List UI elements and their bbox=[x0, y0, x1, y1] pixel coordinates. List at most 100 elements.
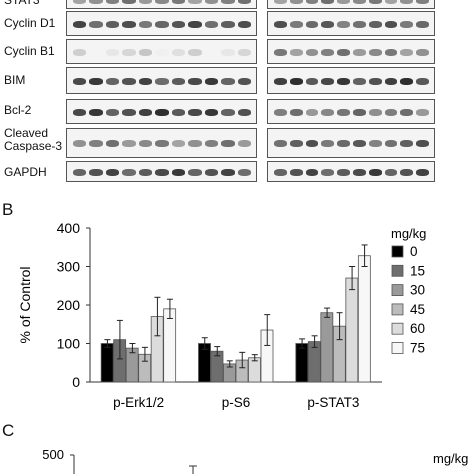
blot-band bbox=[400, 77, 414, 85]
y-tick-label: 0 bbox=[72, 374, 80, 390]
blot-band bbox=[305, 108, 319, 116]
blot-strip bbox=[66, 39, 257, 64]
blot-band bbox=[337, 168, 350, 176]
blot-band bbox=[171, 0, 186, 4]
blot-band bbox=[122, 20, 136, 28]
blot-band bbox=[221, 168, 235, 176]
blot-band bbox=[337, 0, 350, 4]
blot-band bbox=[237, 140, 251, 147]
blot-band bbox=[155, 108, 169, 116]
blot-band bbox=[274, 108, 287, 116]
blot-band bbox=[274, 20, 287, 28]
y-tick-label: 200 bbox=[57, 297, 81, 313]
blot-band bbox=[188, 77, 202, 85]
blot-band bbox=[171, 108, 186, 116]
blot-band bbox=[171, 168, 186, 176]
blot-band bbox=[305, 77, 319, 85]
blot-band bbox=[89, 168, 103, 176]
blot-band bbox=[384, 140, 398, 147]
bar bbox=[345, 277, 359, 383]
blot-band bbox=[321, 168, 335, 176]
y-tick-label: 300 bbox=[57, 259, 81, 275]
blot-band bbox=[105, 48, 120, 56]
legend-swatch bbox=[391, 264, 404, 277]
blot-band bbox=[274, 168, 287, 176]
blot-band bbox=[289, 77, 303, 85]
blot-band bbox=[400, 0, 414, 4]
blot-band bbox=[289, 140, 303, 147]
blot-band bbox=[138, 168, 153, 176]
blot-band bbox=[155, 168, 169, 176]
blot-band bbox=[221, 108, 235, 116]
blot-band bbox=[416, 0, 429, 4]
blot-band bbox=[237, 0, 251, 4]
blot-band bbox=[237, 108, 251, 116]
blot-band bbox=[237, 20, 251, 28]
blot-band bbox=[368, 20, 382, 28]
panel-b-letter: B bbox=[2, 200, 14, 219]
blot-band bbox=[416, 48, 429, 56]
blot-band bbox=[73, 20, 87, 28]
blot-band bbox=[204, 108, 219, 116]
blot-band bbox=[274, 48, 287, 56]
blot-band bbox=[105, 77, 120, 85]
blot-row-label: GAPDH bbox=[4, 165, 47, 179]
chart-legend: mg/kg 0 15 30 45 60 75 bbox=[391, 226, 426, 356]
blot-band bbox=[89, 140, 103, 147]
blot-band bbox=[416, 140, 429, 147]
blot-strip bbox=[66, 99, 257, 124]
blot-band bbox=[105, 108, 120, 116]
blot-band bbox=[122, 140, 136, 147]
blot-strip bbox=[66, 161, 257, 182]
blot-band bbox=[321, 108, 335, 116]
blot-band bbox=[155, 140, 169, 147]
blot-band bbox=[337, 77, 350, 85]
panel-c-letter: C bbox=[2, 421, 15, 440]
blot-band bbox=[305, 48, 319, 56]
bar bbox=[248, 357, 261, 383]
blot-band bbox=[155, 20, 169, 28]
blot-band bbox=[155, 0, 169, 4]
legend-swatch bbox=[391, 284, 404, 297]
blot-strip bbox=[267, 99, 435, 124]
blot-band bbox=[89, 0, 103, 4]
blot-row-label: BIM bbox=[4, 73, 26, 87]
blot-band bbox=[105, 168, 120, 176]
legend-swatch bbox=[391, 322, 404, 335]
blot-row-label: Cyclin B1 bbox=[4, 44, 55, 58]
blot-strip bbox=[267, 128, 435, 158]
blot-band bbox=[155, 48, 169, 56]
blot-band bbox=[204, 77, 219, 85]
panel-c-legend-title: mg/kg bbox=[433, 451, 468, 466]
blot-band bbox=[368, 48, 382, 56]
blot-band bbox=[400, 20, 414, 28]
y-tick-label: 400 bbox=[57, 220, 81, 236]
legend-label: 45 bbox=[410, 302, 425, 317]
blot-band bbox=[171, 20, 186, 28]
blot-band bbox=[105, 140, 120, 147]
blot-band bbox=[221, 48, 235, 56]
blot-band bbox=[188, 0, 202, 4]
blot-band bbox=[221, 20, 235, 28]
blot-band bbox=[73, 168, 87, 176]
blot-band bbox=[188, 140, 202, 147]
blot-band bbox=[416, 77, 429, 85]
blot-band bbox=[171, 77, 186, 85]
blot-strip bbox=[66, 67, 257, 94]
blot-band bbox=[204, 48, 219, 56]
blot-band bbox=[73, 140, 87, 147]
blot-band bbox=[89, 77, 103, 85]
y-tick-label: 100 bbox=[57, 336, 81, 352]
blot-band bbox=[221, 77, 235, 85]
blot-band bbox=[400, 48, 414, 56]
blot-band bbox=[138, 48, 153, 56]
legend-title: mg/kg bbox=[391, 226, 426, 241]
blot-band bbox=[188, 168, 202, 176]
blot-band bbox=[204, 140, 219, 147]
blot-row-label: Bcl-2 bbox=[4, 103, 32, 117]
blot-band bbox=[368, 168, 382, 176]
blot-band bbox=[305, 20, 319, 28]
blot-strip bbox=[66, 128, 257, 158]
blot-band bbox=[305, 168, 319, 176]
